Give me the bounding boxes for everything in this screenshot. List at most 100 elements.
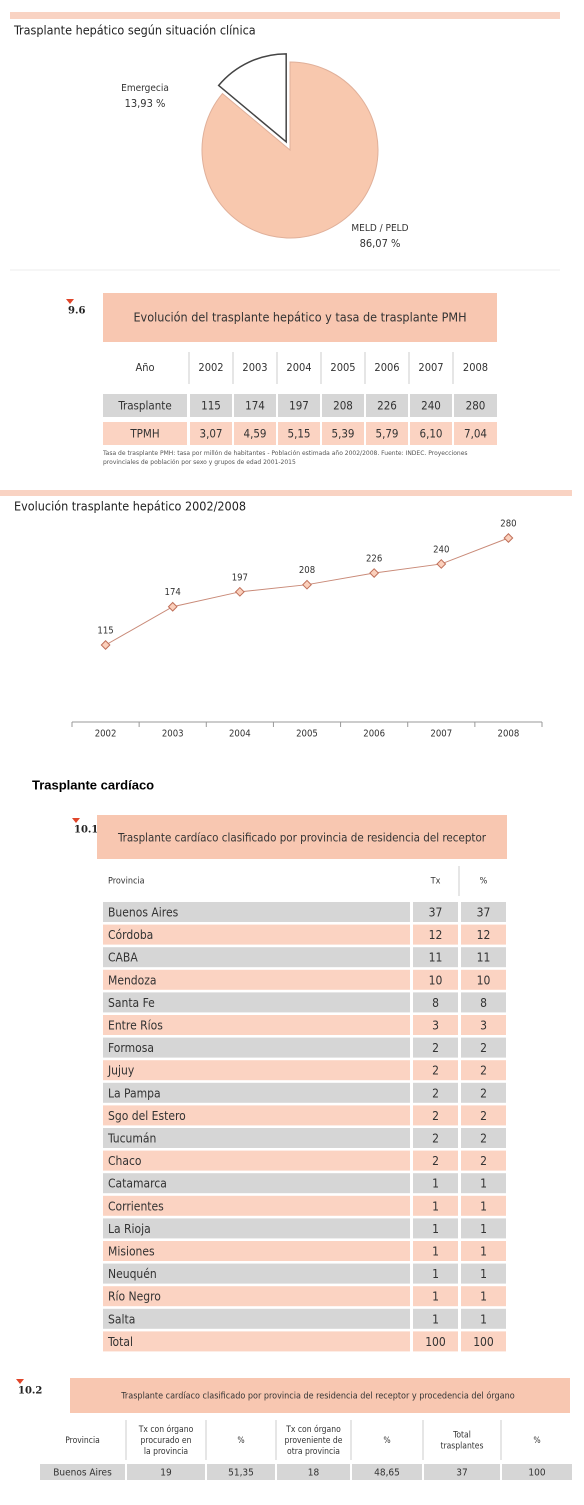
table-cell [103, 1331, 410, 1352]
table-cell-text: 2 [480, 1086, 487, 1100]
table-cell-text: 1 [480, 1312, 487, 1326]
table-cell-text: 1 [432, 1312, 439, 1326]
column-header: % [480, 877, 488, 887]
table-cell [461, 902, 506, 922]
table-cell-text: La Rioja [108, 1222, 151, 1236]
table-cell [103, 1060, 410, 1081]
table-cell [103, 1015, 410, 1035]
table-cell-text: 5,79 [375, 427, 398, 441]
pie-slice [201, 61, 379, 239]
column-header: Tx con órgano procurado en la provincia [138, 1424, 194, 1457]
table-cell [461, 1331, 506, 1352]
table-cell-text: 2 [432, 1132, 439, 1146]
x-tick-label: 2002 [95, 729, 117, 740]
table-cell [366, 394, 408, 417]
table-cell-text: Formosa [108, 1041, 154, 1055]
point [369, 568, 380, 578]
table-cell [461, 1128, 506, 1148]
table-cell [190, 422, 232, 445]
table-title-box [103, 293, 497, 342]
table-cell-text: 208 [333, 399, 353, 413]
table-cell [234, 394, 276, 417]
table-cell-text: 280 [466, 399, 486, 413]
table-cell [413, 902, 458, 922]
table-cell-text: 4,59 [243, 427, 266, 441]
table-cell-text: Córdoba [108, 928, 153, 942]
table-cell [413, 1060, 458, 1081]
table-cell [207, 1464, 275, 1480]
table-cell-text: 2 [480, 1109, 487, 1123]
table-cell-text: 10 [429, 973, 443, 987]
table-cell [103, 947, 410, 968]
column-header: % [383, 1436, 390, 1446]
marker-icon [72, 818, 80, 823]
table-cell-text: Tucumán [107, 1132, 156, 1146]
table-cell [410, 422, 452, 445]
table-number: 10.2 [18, 1386, 42, 1397]
table-cell [190, 394, 232, 417]
table-cell [413, 1241, 458, 1261]
point [503, 533, 514, 543]
table-cell-text: 197 [289, 399, 309, 413]
table-cell [461, 1241, 506, 1261]
x-tick-label: 2008 [498, 729, 520, 740]
table-cell-text: 12 [429, 928, 443, 942]
table-cell-text: 6,10 [419, 427, 442, 441]
table-cell [454, 422, 497, 445]
slice-value-label: 86,07 % [360, 237, 401, 250]
table-cell-text: Santa Fe [108, 996, 155, 1010]
data-label: 280 [500, 519, 516, 530]
table-cell-text: CABA [108, 951, 138, 965]
table-cell-text: 11 [429, 951, 443, 965]
data-label: 240 [433, 544, 449, 555]
band [0, 490, 572, 496]
pie-slice [217, 53, 287, 144]
slice-label: MELD / PELD [351, 223, 408, 234]
table-cell-text: 1 [480, 1222, 487, 1236]
table-cell [103, 1128, 410, 1148]
x-tick-label: 2007 [430, 729, 452, 740]
column-header: 2003 [242, 361, 267, 374]
column-header: 2007 [418, 361, 443, 374]
table-cell [461, 969, 506, 990]
table-cell [413, 1331, 458, 1352]
column-header: 2006 [374, 361, 399, 374]
data-label: 226 [366, 554, 382, 565]
x-tick-label: 2005 [296, 729, 318, 740]
table-number: 10.1 [74, 825, 98, 836]
table-cell-text: Misiones [108, 1245, 155, 1259]
table-cell-text: Mendoza [108, 973, 157, 987]
table-cell-text: La Pampa [108, 1086, 161, 1100]
table-cell [103, 394, 187, 417]
table-cell [413, 969, 458, 990]
table-cell [461, 1218, 506, 1239]
table-cell-text: 1 [432, 1267, 439, 1281]
table-cell-text: 19 [160, 1468, 172, 1479]
data-label: 115 [97, 626, 113, 637]
table-cell-text: Buenos Aires [108, 906, 179, 920]
table-cell-text: 1 [480, 1199, 487, 1213]
table-cell-text: Sgo del Estero [108, 1109, 186, 1123]
table-cell-text: Trasplante [117, 399, 171, 413]
table-cell-text: 100 [473, 1335, 494, 1349]
table-cell [461, 1105, 506, 1126]
table-cell [278, 422, 320, 445]
column-header: Provincia [65, 1436, 100, 1446]
table-cell-text: 2 [432, 1109, 439, 1123]
table-cell [366, 422, 408, 445]
point [302, 579, 312, 590]
column-header: 2005 [330, 361, 355, 374]
table-cell [103, 1263, 410, 1284]
table-cell-text: 51,35 [228, 1468, 254, 1479]
table-cell-text: 1 [480, 1245, 487, 1259]
column-header: % [533, 1436, 540, 1446]
table-cell-text: 48,65 [374, 1468, 400, 1479]
slice-value-label: 13,93 % [125, 97, 166, 110]
chart-title: Trasplante hepático según situación clín… [13, 23, 256, 38]
table-cell [413, 924, 458, 945]
data-label: 197 [232, 572, 248, 583]
table-cell [413, 1082, 458, 1103]
table-cell [461, 1060, 506, 1081]
